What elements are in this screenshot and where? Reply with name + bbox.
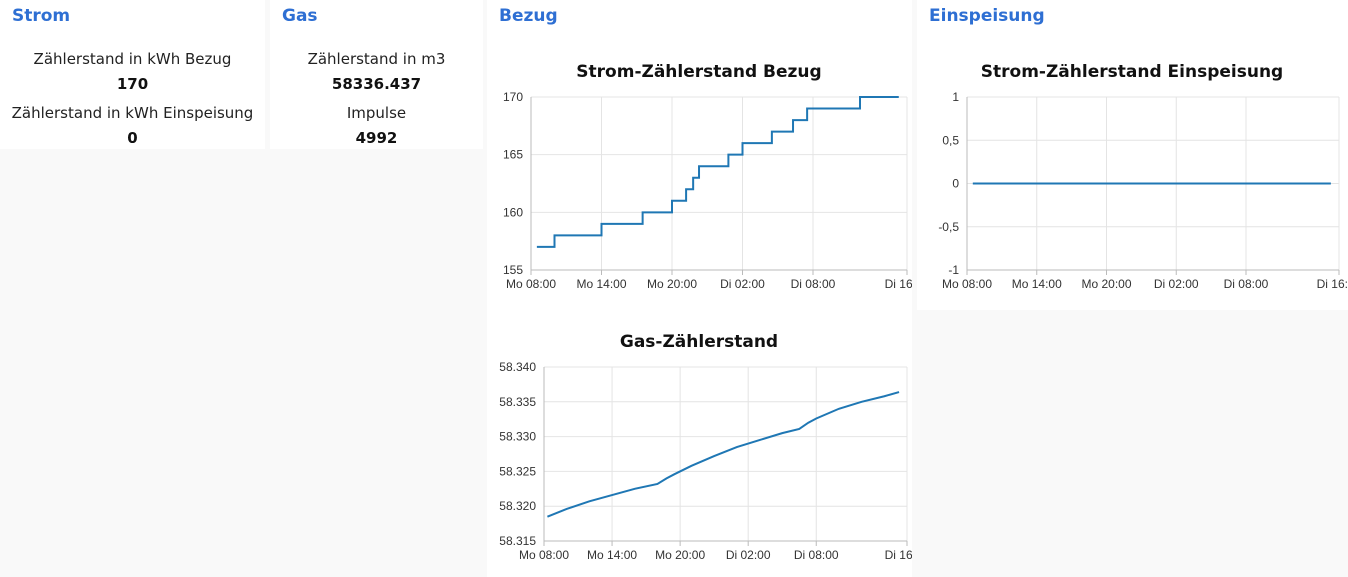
- x-tick-label: Di 08:00: [1224, 277, 1269, 291]
- x-tick-label: Di 02:00: [1154, 277, 1199, 291]
- y-tick-label: 0,5: [942, 133, 959, 147]
- x-tick-label: Di 16:00: [885, 277, 912, 291]
- einspeisung-panel: Einspeisung Strom-Zählerstand Einspeisun…: [917, 0, 1348, 310]
- y-tick-label: 0: [952, 177, 959, 191]
- gas-panel: Gas Zählerstand in m3 58336.437 Impulse …: [270, 0, 483, 149]
- chart-title: Strom-Zählerstand Einspeisung: [981, 62, 1283, 82]
- x-tick-label: Di 16:00: [885, 548, 912, 562]
- strom-einspeisung-label: Zählerstand in kWh Einspeisung: [11, 104, 254, 122]
- x-tick-label: Mo 20:00: [1081, 277, 1131, 291]
- x-tick-label: Mo 20:00: [647, 277, 697, 291]
- gas-title: Gas: [282, 6, 318, 26]
- y-tick-label: 1: [952, 90, 959, 104]
- gas-impulse-value: 4992: [355, 129, 398, 147]
- y-tick-label: 155: [503, 263, 523, 277]
- y-tick-label: -0,5: [938, 220, 959, 234]
- x-tick-label: Di 02:00: [726, 548, 771, 562]
- x-tick-label: Di 02:00: [720, 277, 765, 291]
- y-tick-label: 58.325: [499, 464, 536, 478]
- y-tick-label: 58.315: [499, 534, 536, 548]
- series-line: [547, 391, 900, 518]
- x-tick-label: Di 16:00: [1317, 277, 1348, 291]
- y-tick-label: 58.320: [499, 499, 536, 513]
- strom-bezug-chart: Strom-Zählerstand Bezug 155 160 165 170 Mo 08…: [503, 62, 912, 291]
- x-tick-label: Di 08:00: [794, 548, 839, 562]
- chart-title: Gas-Zählerstand: [620, 332, 778, 352]
- x-tick-label: Mo 08:00: [519, 548, 569, 562]
- bezug-title: Bezug: [499, 6, 558, 26]
- gas-zaehlerstand-value: 58336.437: [331, 75, 422, 93]
- x-tick-label: Mo 20:00: [655, 548, 705, 562]
- y-tick-label: 160: [503, 205, 523, 219]
- x-tick-label: Mo 14:00: [587, 548, 637, 562]
- bezug-panel: Bezug Strom-Zählerstand Bezug 155 160 165 17…: [487, 0, 912, 577]
- strom-einspeisung-chart: Strom-Zählerstand Einspeisung 1 0,5 0 -0,5 -1…: [938, 62, 1348, 291]
- strom-panel: Strom Zählerstand in kWh Bezug 170 Zähle…: [0, 0, 265, 149]
- gas-zaehlerstand-chart: Gas-Zählerstand 58.340 58.335 58.330 58.325 5…: [499, 332, 912, 562]
- y-tick-label: -1: [948, 263, 959, 277]
- y-tick-label: 58.340: [499, 360, 536, 374]
- y-tick-label: 58.330: [499, 430, 536, 444]
- y-tick-label: 58.335: [499, 395, 536, 409]
- strom-bezug-label: Zählerstand in kWh Bezug: [33, 50, 232, 68]
- series-line: [536, 96, 899, 248]
- strom-einspeisung-value: 0: [127, 129, 138, 147]
- x-tick-label: Mo 08:00: [506, 277, 556, 291]
- y-tick-label: 170: [503, 90, 523, 104]
- y-tick-label: 165: [503, 148, 523, 162]
- x-tick-label: Di 08:00: [791, 277, 836, 291]
- strom-title: Strom: [12, 6, 71, 26]
- gas-impulse-label: Impulse: [346, 104, 407, 122]
- chart-title: Strom-Zählerstand Bezug: [576, 62, 821, 82]
- x-tick-label: Mo 08:00: [942, 277, 992, 291]
- x-tick-label: Mo 14:00: [1012, 277, 1062, 291]
- einspeisung-title: Einspeisung: [929, 6, 1045, 26]
- strom-bezug-value: 170: [116, 75, 149, 93]
- gas-zaehlerstand-label: Zählerstand in m3: [307, 50, 446, 68]
- x-tick-label: Mo 14:00: [576, 277, 626, 291]
